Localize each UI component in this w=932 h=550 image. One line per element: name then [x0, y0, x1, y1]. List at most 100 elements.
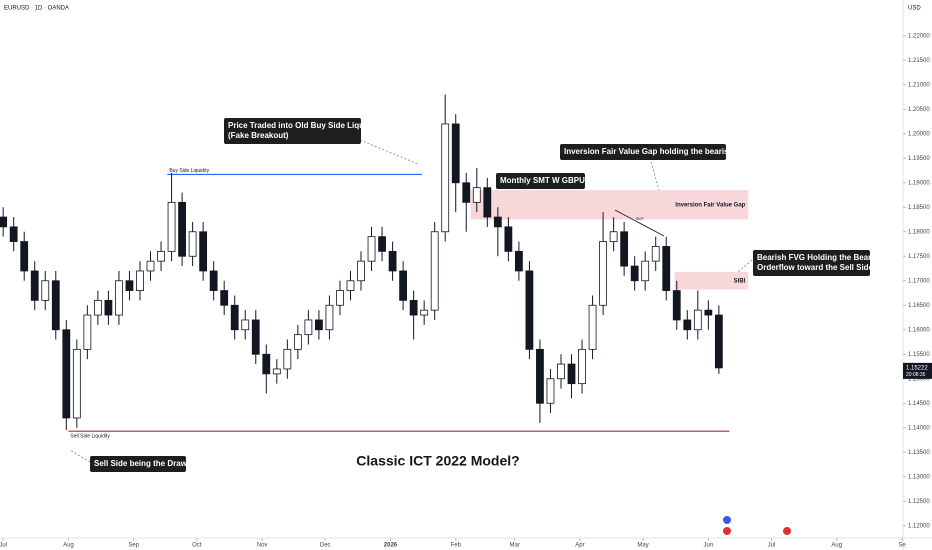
candle-body — [209, 270, 218, 291]
candle-body — [472, 187, 481, 203]
zone — [674, 271, 749, 290]
y-tick-label: 1.17500 — [908, 254, 930, 260]
smt-line — [614, 209, 665, 237]
candle-body — [578, 348, 586, 385]
candle-body — [325, 304, 334, 331]
countdown: 20:08:35 — [906, 372, 926, 378]
candle — [483, 177, 492, 227]
candle — [420, 300, 429, 325]
candle — [209, 261, 218, 301]
callout-box — [560, 144, 726, 160]
pointers — [69, 139, 753, 463]
candle — [157, 241, 165, 271]
x-tick-label: Jun — [703, 543, 713, 549]
candle — [146, 251, 155, 281]
candle-body — [630, 265, 639, 282]
event-icons — [723, 516, 791, 535]
candle-body — [693, 309, 702, 331]
candle — [30, 261, 39, 311]
candle-body — [41, 280, 50, 301]
y-tick-label: 1.15000 — [908, 376, 930, 382]
candle — [20, 231, 29, 281]
candle-body — [641, 260, 650, 282]
candle — [683, 310, 692, 340]
y-tick-label: 1.22000 — [908, 33, 930, 39]
candle-body — [525, 270, 534, 350]
candle — [399, 261, 408, 311]
candle — [493, 207, 502, 257]
candle — [41, 270, 50, 311]
candle-body — [567, 363, 576, 385]
candle — [693, 290, 702, 340]
y-tick-label: 1.19500 — [908, 156, 930, 162]
zone-label: Inversion Fair Value Gap — [675, 202, 745, 208]
level-label: Sell Side Liquidity — [70, 434, 110, 440]
candle-body — [125, 280, 134, 291]
candle-body — [420, 309, 429, 316]
candle — [262, 344, 271, 394]
y-tick-label: 1.16500 — [908, 303, 930, 309]
callout-text: Bearish FVG Holding the Bearish — [757, 253, 883, 262]
candle-body — [336, 290, 344, 306]
y-tick-label: 1.13500 — [908, 450, 930, 456]
candle-body — [199, 231, 208, 272]
candle — [9, 217, 18, 252]
candle-body — [409, 299, 418, 316]
zone — [470, 190, 749, 220]
y-tick-label: 1.14500 — [908, 401, 930, 407]
x-tick-label: Nov — [257, 543, 268, 549]
candle — [462, 172, 471, 232]
candle — [557, 354, 565, 389]
symbol-title: EURUSD · 1D · OANDA — [4, 6, 69, 12]
candle-body — [599, 241, 607, 306]
candle-body — [483, 187, 492, 218]
candle-body — [388, 250, 397, 272]
callout-box — [753, 250, 870, 276]
candle — [251, 310, 260, 365]
x-tick-label: Oct — [192, 543, 202, 549]
candle-body — [451, 123, 460, 184]
candle — [199, 221, 208, 281]
x-tick-label: Dec — [320, 543, 331, 549]
currency: USD — [908, 6, 921, 12]
callout-box — [90, 456, 186, 472]
last-price: 1.15222 — [906, 365, 928, 371]
candle — [220, 280, 229, 316]
event-icon — [783, 527, 791, 535]
candle — [241, 310, 250, 340]
candle — [588, 295, 597, 360]
candle-body — [283, 348, 292, 370]
candle-body — [399, 270, 408, 301]
candle-body — [430, 231, 439, 311]
candle — [304, 310, 313, 345]
y-tick-label: 1.18500 — [908, 205, 930, 211]
candle — [441, 94, 450, 242]
candle-body — [304, 319, 313, 336]
x-tick-label: Sep — [128, 543, 139, 549]
candle-body — [136, 270, 144, 291]
candle-body — [157, 250, 165, 262]
callout-text: Monthly SMT W GBPUSD — [500, 176, 596, 185]
candle — [504, 217, 513, 262]
candle-body — [167, 201, 176, 252]
x-tick-label: Feb — [451, 543, 462, 549]
candle — [104, 290, 113, 325]
candle-body — [20, 241, 29, 272]
candle-body — [230, 304, 239, 331]
candle — [641, 251, 650, 291]
y-tick-label: 1.12500 — [908, 499, 930, 505]
candle-body — [262, 353, 271, 375]
candle — [0, 207, 8, 237]
candle-body — [367, 236, 376, 262]
candle-body — [357, 260, 365, 282]
x-tick-label: Mar — [510, 543, 520, 549]
candle-body — [83, 314, 92, 350]
candle-body — [704, 309, 713, 316]
candle — [293, 324, 302, 360]
candle-body — [241, 319, 250, 331]
candle — [178, 192, 186, 267]
candle — [357, 251, 365, 291]
candle-body — [662, 246, 671, 291]
candle-body — [146, 260, 155, 272]
candle-body — [672, 290, 681, 321]
